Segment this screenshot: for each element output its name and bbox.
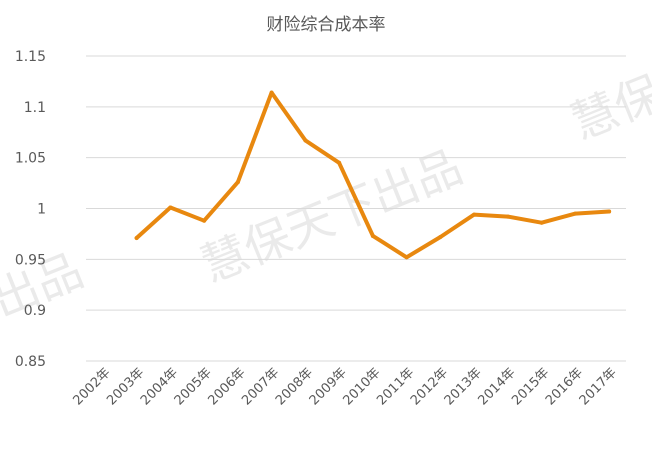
chart-title: 财险综合成本率 [267, 15, 386, 35]
data-point [404, 255, 409, 260]
series-layer [134, 90, 612, 260]
x-tick-label: 2017年 [577, 365, 620, 408]
data-point [472, 212, 477, 217]
y-tick-label: 1.05 [15, 151, 46, 167]
y-tick-label: 1 [37, 202, 46, 218]
y-tick-label: 1.15 [15, 49, 46, 65]
data-point [235, 180, 240, 185]
data-point [168, 205, 173, 210]
data-point [438, 234, 443, 239]
data-point [202, 218, 207, 223]
watermark-right: 慧保 [564, 65, 652, 150]
y-tick-label: 0.95 [15, 252, 46, 268]
data-point [370, 233, 375, 238]
y-tick-label: 1.1 [24, 100, 46, 116]
y-tick-label: 0.9 [24, 303, 46, 319]
y-tick-label: 0.85 [15, 354, 46, 370]
data-point [269, 90, 274, 95]
x-axis-ticks: 2002年2003年2004年2005年2006年2007年2008年2009年… [71, 365, 620, 408]
y-axis-ticks: 0.85 0.9 0.95 1 1.05 1.1 1.15 [15, 49, 46, 370]
data-point [539, 220, 544, 225]
data-point [573, 211, 578, 216]
data-point [134, 235, 139, 240]
data-point [303, 138, 308, 143]
watermark-center: 慧保天下出品 [194, 139, 470, 292]
data-point [607, 209, 612, 214]
data-point [337, 160, 342, 165]
data-point [505, 214, 510, 219]
